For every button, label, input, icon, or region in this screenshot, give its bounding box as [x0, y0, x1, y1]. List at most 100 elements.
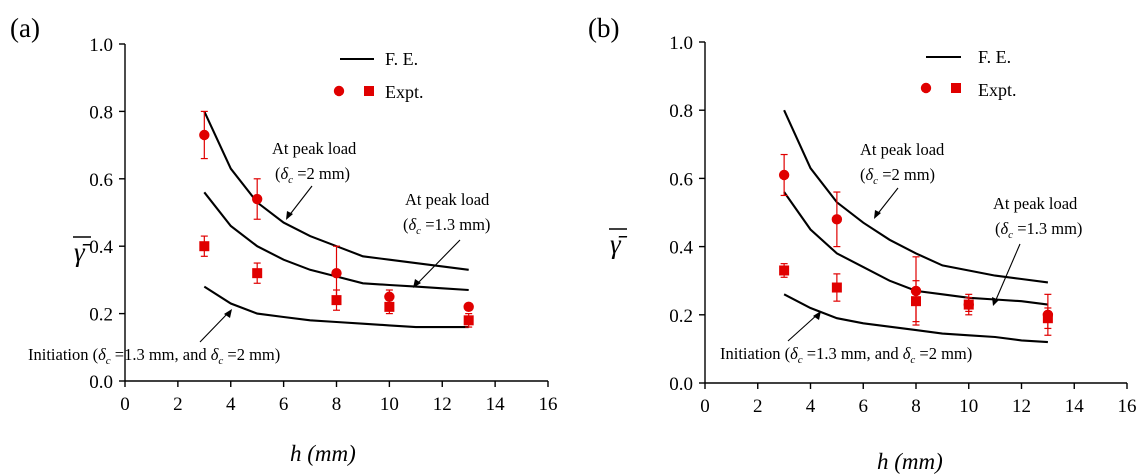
expt-point-circle-a — [199, 129, 210, 141]
x-axis-label-a: h (mm) — [290, 441, 356, 466]
tick-group-b: 0 2 4 6 8 10 12 14 16 0.0 0.2 0.4 0.6 0.8 1.0 — [609, 33, 1137, 417]
y-tick-label-b: 0.0 — [669, 374, 693, 395]
annotation-initiation-arrow-a — [199, 311, 230, 343]
fe-curve-3-a — [203, 285, 469, 329]
x-tick-label-a: 4 — [226, 394, 236, 415]
annotation-peak-1p3mm-line2-a: (δc =1.3 mm) — [403, 215, 490, 237]
expt-point-square-a — [463, 315, 474, 326]
annotation-peak-2mm-line1-b: At peak load — [860, 140, 945, 159]
x-tick-label-a: 8 — [332, 394, 342, 415]
expt-point-square-b — [831, 282, 842, 293]
annotation-initiation-text-b: Initiation (δc =1.3 mm, and δc =2 mm) — [720, 344, 972, 366]
x-tick-label-a: 2 — [173, 394, 183, 415]
annotation-peak-1p3mm-arrowhead-b — [992, 297, 999, 306]
expt-point-square-b — [963, 299, 974, 310]
legend-fe-label-b: F. E. — [978, 47, 1011, 67]
y-tick-label-b: 0.8 — [669, 101, 693, 122]
annotation-peak-2mm-line1-a: At peak load — [272, 139, 357, 158]
x-tick-label-a: 14 — [486, 394, 506, 415]
tick-group-a: 0 2 4 6 8 10 12 14 16 0.0 0.2 0.4 0.6 0.8 1.0 — [73, 35, 558, 415]
x-tick-label-a: 16 — [539, 394, 558, 415]
y-tick-label-a: 1.0 — [89, 35, 113, 56]
annotation-peak-2mm-line2-a: (δc =2 mm) — [275, 164, 350, 186]
legend-circle-marker-a — [333, 85, 345, 97]
annotation-peak-2mm-b: At peak load (δc =2 mm) — [860, 140, 945, 219]
annotation-initiation-b: Initiation (δc =1.3 mm, and δc =2 mm) — [720, 311, 972, 366]
y-tick-label-b: 0.6 — [669, 169, 693, 190]
expt-point-square-b — [779, 265, 790, 276]
y-tick-label-a: 0.8 — [89, 102, 113, 123]
annotation-initiation-arrowhead-b — [813, 311, 821, 320]
annotation-initiation-arrow-b — [787, 313, 819, 342]
x-axis-label-text-b: h (mm) — [877, 449, 943, 474]
y-tick-label-a: 0.2 — [89, 305, 113, 326]
annotation-peak-2mm-arrowhead-a — [286, 211, 293, 220]
annotation-peak-1p3mm-b: At peak load (δc =1.3 mm) — [992, 194, 1082, 306]
x-tick-label-b: 0 — [700, 396, 710, 417]
panel-label-a: (a) — [10, 13, 40, 43]
x-tick-label-b: 8 — [911, 396, 921, 417]
legend-square-marker-a — [364, 86, 374, 96]
x-tick-label-a: 0 — [120, 394, 130, 415]
chart-panel-b: (b) γ̄ h (mm) 0 2 4 6 8 10 12 14 160.00.20.40.60… — [588, 13, 1137, 474]
annotation-peak-1p3mm-a: At peak load (δc =1.3 mm) — [403, 190, 490, 288]
annotation-initiation-text-a: Initiation (δc =1.3 mm, and δc =2 mm) — [28, 345, 280, 367]
annotation-peak-1p3mm-arrow-a — [415, 239, 461, 286]
annotation-peak-2mm-arrow-b — [875, 187, 899, 217]
x-tick-label-b: 10 — [959, 396, 978, 417]
x-tick-label-b: 4 — [806, 396, 816, 417]
x-tick-label-b: 12 — [1012, 396, 1031, 417]
annotation-peak-1p3mm-arrow-b — [994, 243, 1021, 303]
x-tick-label-b: 6 — [859, 396, 869, 417]
annotation-peak-1p3mm-line2-b: (δc =1.3 mm) — [995, 219, 1082, 241]
annotation-peak-1p3mm-line1-a: At peak load — [405, 190, 490, 209]
y-tick-label-a: 0.6 — [89, 170, 113, 191]
x-axis-label-text-a: h (mm) — [290, 441, 356, 466]
y-tick-label-b: 0.4 — [669, 238, 693, 259]
annotation-initiation-arrowhead-a — [224, 309, 232, 318]
legend-circle-marker-b — [920, 82, 932, 94]
legend-square-marker-b — [951, 83, 961, 93]
x-tick-label-a: 10 — [380, 394, 399, 415]
annotation-peak-1p3mm-line1-b: At peak load — [993, 194, 1078, 213]
y-tick-label-a: 0.0 — [89, 372, 113, 393]
panel-label-b: (b) — [588, 13, 619, 43]
expt-point-circle-a — [384, 291, 395, 302]
x-tick-label-b: 2 — [753, 396, 763, 417]
annotation-initiation-a: Initiation (δc =1.3 mm, and δc =2 mm) — [28, 309, 280, 367]
y-tick-label-b: 1.0 — [669, 33, 693, 54]
x-tick-label-a: 6 — [279, 394, 289, 415]
x-tick-label-a: 12 — [433, 394, 452, 415]
annotation-peak-2mm-line2-b: (δc =2 mm) — [860, 165, 935, 187]
annotation-peak-2mm-arrowhead-b — [874, 210, 881, 219]
point-group-b — [778, 153, 1054, 336]
x-axis-label-b: h (mm) — [877, 449, 943, 474]
legend-b: F. E. Expt. — [920, 47, 1017, 100]
x-tick-label-b: 14 — [1065, 396, 1085, 417]
annotation-peak-2mm-arrow-a — [287, 185, 313, 218]
y-tick-label-a: 0.4 — [89, 237, 113, 258]
expt-point-circle-a — [251, 193, 263, 205]
expt-point-square-b — [1042, 313, 1053, 324]
legend-expt-label-a: Expt. — [385, 82, 424, 102]
expt-point-square-a — [252, 268, 263, 279]
expt-point-circle-a — [331, 267, 342, 279]
point-group-a — [199, 110, 474, 328]
expt-point-circle-a — [463, 301, 474, 313]
legend-expt-label-b: Expt. — [978, 80, 1017, 100]
y-axis-label-b: γ̄ — [610, 229, 628, 259]
fe-curve-3-b — [783, 293, 1048, 344]
expt-point-square-b — [911, 296, 921, 307]
legend-fe-label-a: F. E. — [385, 49, 418, 69]
y-tick-label-b: 0.2 — [669, 306, 693, 327]
expt-point-square-a — [384, 301, 395, 312]
expt-point-square-a — [331, 295, 342, 306]
expt-point-circle-b — [778, 169, 790, 181]
expt-point-square-a — [199, 241, 210, 252]
legend-a: F. E. Expt. — [333, 49, 424, 102]
chart-panel-a: (a) γ̄ h (mm) 0 2 4 6 8 10 12 14 160.00.20.40.60… — [10, 13, 558, 466]
annotation-peak-1p3mm-arrowhead-a — [413, 279, 421, 288]
expt-point-circle-b — [831, 214, 843, 225]
fe-curve-1-b — [783, 109, 1049, 284]
